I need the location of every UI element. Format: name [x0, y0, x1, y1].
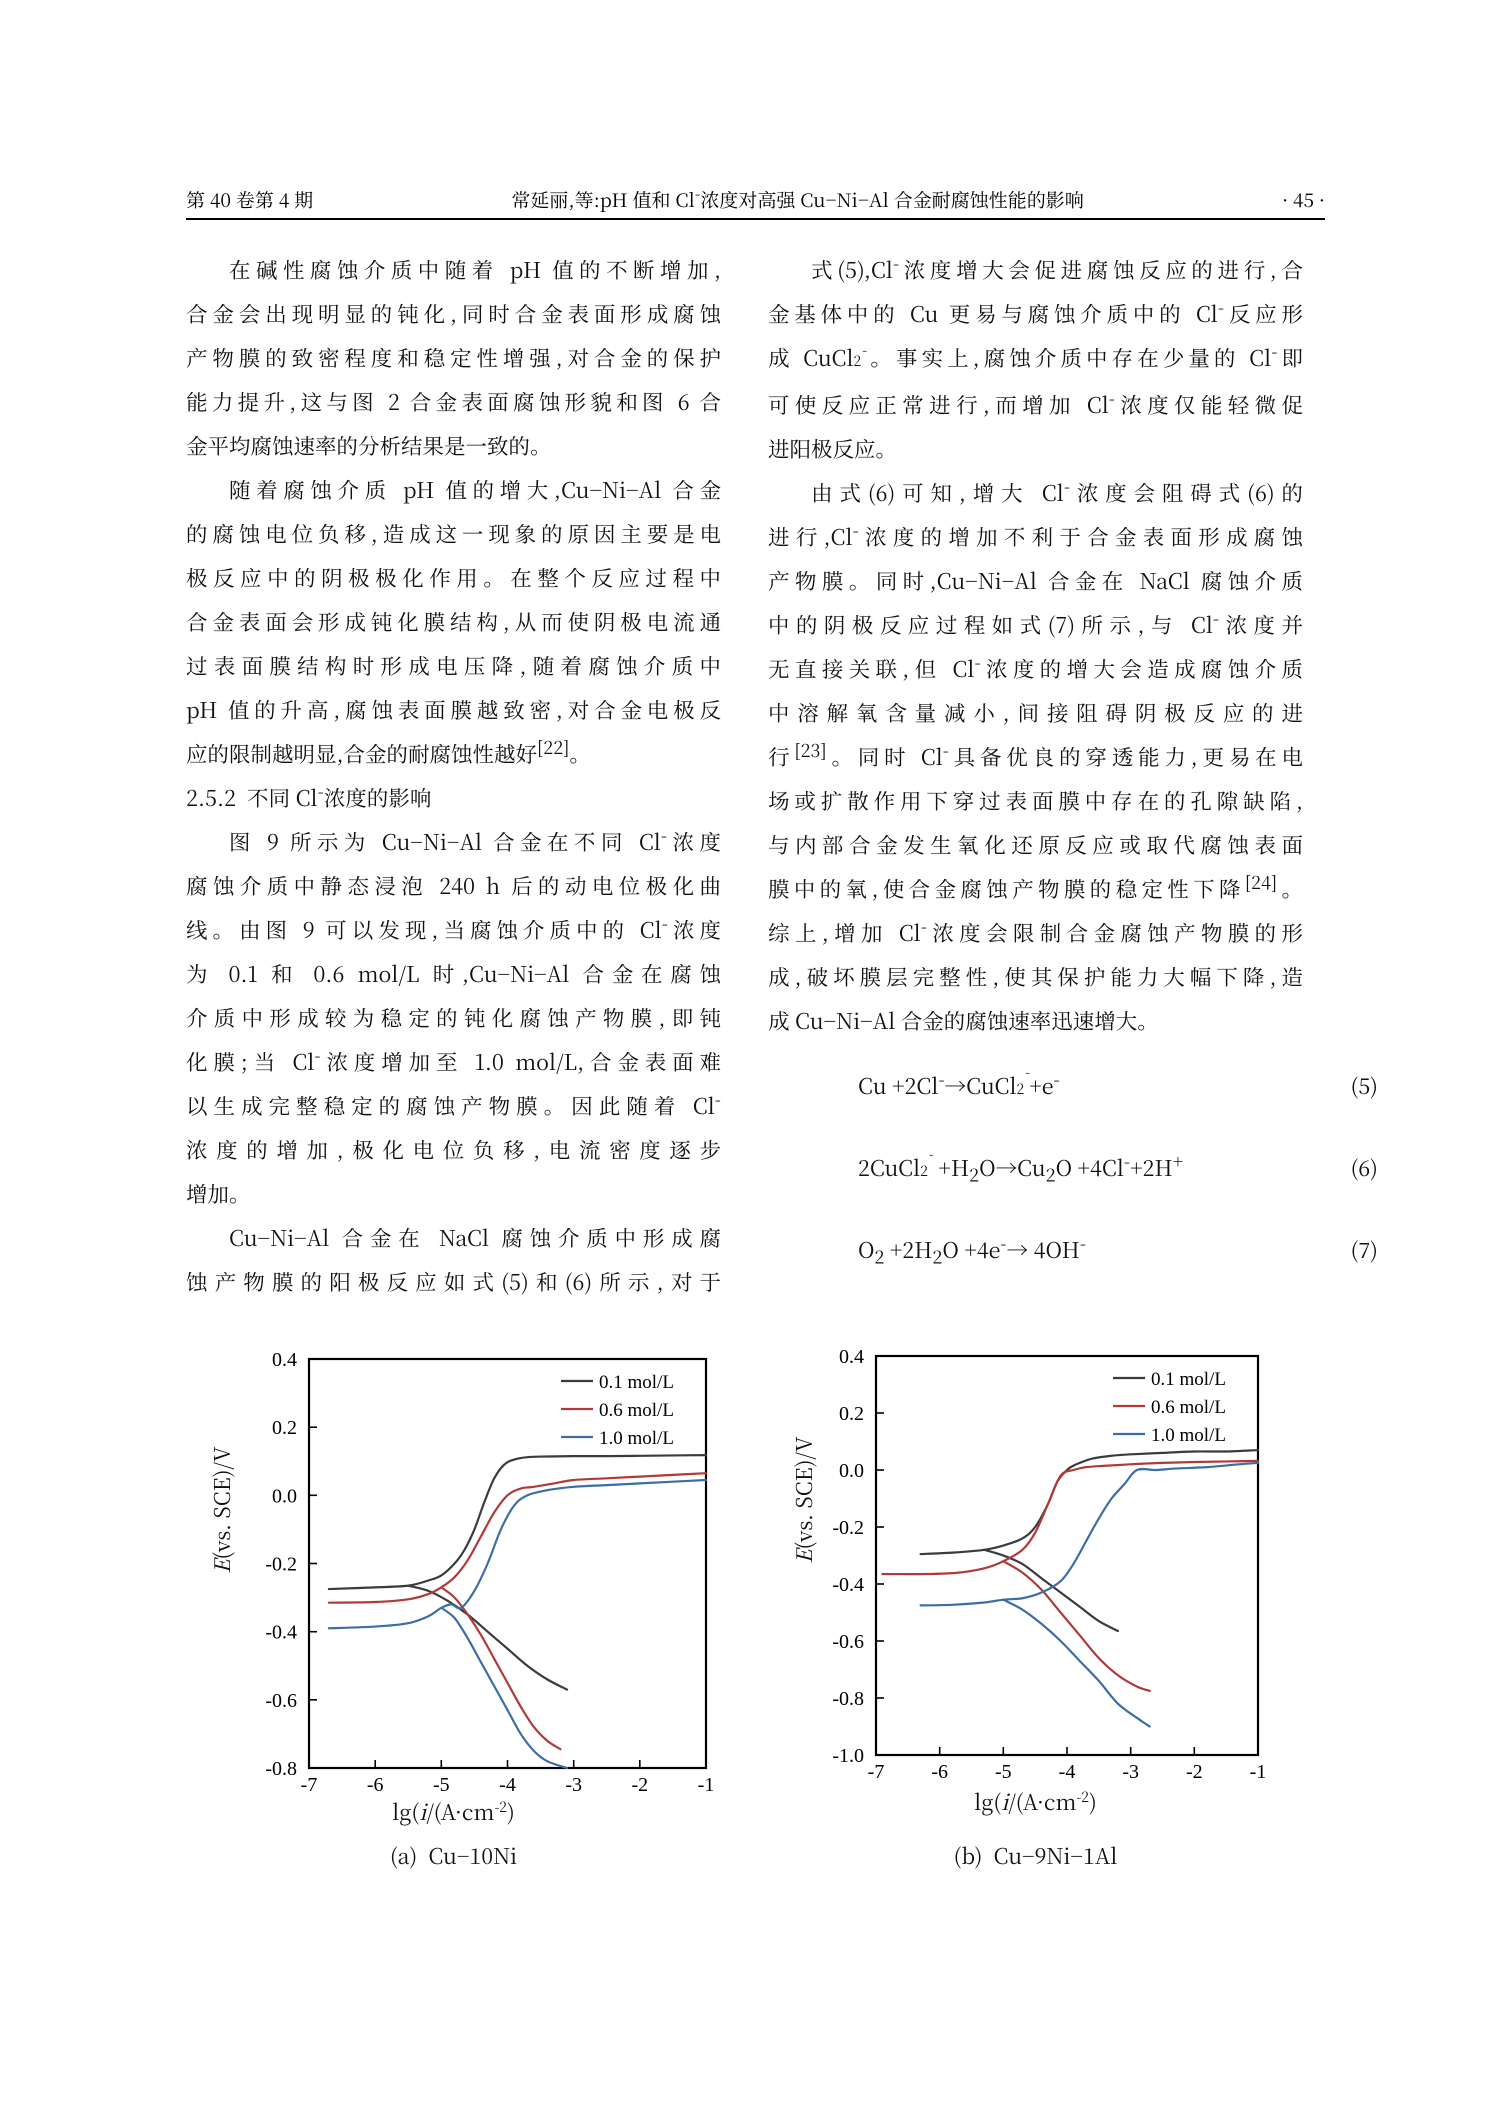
svg-text:-0.6: -0.6 [832, 1631, 864, 1653]
svg-text:-0.8: -0.8 [265, 1758, 297, 1780]
svg-text:-2: -2 [631, 1774, 648, 1796]
svg-text:-6: -6 [931, 1761, 948, 1783]
svg-text:-7: -7 [301, 1774, 318, 1796]
svg-text:0.0: 0.0 [839, 1460, 864, 1482]
svg-text:0.2: 0.2 [272, 1417, 297, 1439]
svg-text:-5: -5 [433, 1774, 450, 1796]
svg-text:-0.4: -0.4 [265, 1622, 297, 1644]
svg-text:0.4: 0.4 [272, 1349, 297, 1371]
svg-text:-0.2: -0.2 [832, 1517, 864, 1539]
svg-text:-0.2: -0.2 [265, 1554, 297, 1576]
svg-text:-2: -2 [1186, 1761, 1203, 1783]
svg-text:1.0 mol/L: 1.0 mol/L [599, 1428, 674, 1449]
svg-text:-3: -3 [1122, 1761, 1139, 1783]
svg-text:-3: -3 [565, 1774, 582, 1796]
svg-text:0.1 mol/L: 0.1 mol/L [599, 1372, 674, 1393]
svg-text:0.0: 0.0 [272, 1485, 297, 1507]
svg-text:0.2: 0.2 [839, 1403, 864, 1425]
svg-text:-1: -1 [1250, 1761, 1267, 1783]
svg-text:0.1 mol/L: 0.1 mol/L [1151, 1369, 1226, 1390]
svg-text:-4: -4 [1059, 1761, 1076, 1783]
svg-text:-5: -5 [995, 1761, 1012, 1783]
svg-text:-0.8: -0.8 [832, 1688, 864, 1710]
svg-text:-6: -6 [367, 1774, 384, 1796]
svg-text:-7: -7 [868, 1761, 885, 1783]
svg-text:-0.6: -0.6 [265, 1690, 297, 1712]
svg-text:-1.0: -1.0 [832, 1745, 864, 1767]
svg-text:-4: -4 [499, 1774, 516, 1796]
svg-text:-1: -1 [698, 1774, 715, 1796]
svg-text:0.6 mol/L: 0.6 mol/L [599, 1400, 674, 1421]
svg-text:0.6 mol/L: 0.6 mol/L [1151, 1397, 1226, 1418]
svg-text:1.0 mol/L: 1.0 mol/L [1151, 1425, 1226, 1446]
svg-text:-0.4: -0.4 [832, 1574, 864, 1596]
svg-text:0.4: 0.4 [839, 1346, 864, 1368]
